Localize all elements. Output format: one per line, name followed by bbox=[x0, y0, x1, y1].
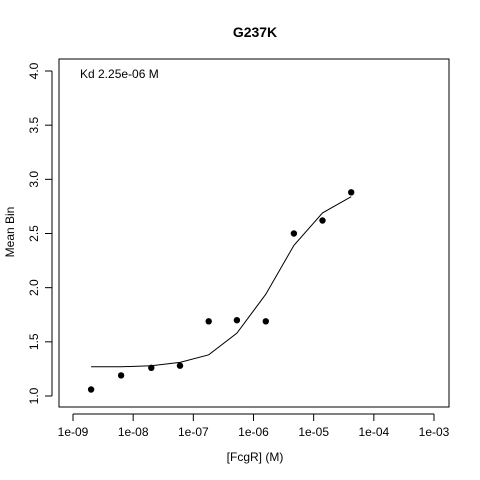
x-tick-label: 1e-03 bbox=[419, 425, 450, 439]
x-tick-label: 1e-06 bbox=[238, 425, 269, 439]
data-point bbox=[262, 318, 269, 325]
data-point bbox=[319, 217, 326, 224]
y-tick-label: 1.0 bbox=[27, 387, 41, 404]
x-tick-label: 1e-08 bbox=[118, 425, 149, 439]
x-tick-label: 1e-09 bbox=[58, 425, 89, 439]
data-point bbox=[117, 372, 125, 379]
kd-annotation: Kd 2.25e-06 M bbox=[80, 67, 159, 81]
y-tick-label: 3.0 bbox=[27, 171, 41, 188]
x-axis: 1e-09 1e-08 1e-07 1e-06 1e-05 1e-04 1e-03 bbox=[58, 413, 450, 439]
data-point bbox=[290, 230, 298, 237]
fit-curve-layer bbox=[91, 196, 352, 368]
y-axis-label: Mean Bin bbox=[3, 207, 17, 258]
fit-curve bbox=[91, 196, 352, 368]
data-point bbox=[205, 318, 212, 325]
x-tick-label: 1e-07 bbox=[178, 425, 209, 439]
data-point bbox=[148, 364, 155, 371]
data-points bbox=[87, 189, 355, 393]
data-point bbox=[87, 386, 95, 393]
x-axis-label: [FcgR] (M) bbox=[227, 450, 284, 464]
data-point bbox=[233, 317, 241, 324]
y-tick-label: 4.0 bbox=[27, 62, 41, 79]
y-tick-label: 2.5 bbox=[27, 225, 41, 242]
data-point bbox=[176, 362, 184, 369]
y-tick-label: 2.0 bbox=[27, 279, 41, 296]
y-axis: 1.0 1.5 2.0 2.5 3.0 3.5 4.0 bbox=[27, 62, 53, 404]
data-point bbox=[348, 189, 355, 196]
x-tick-label: 1e-04 bbox=[358, 425, 389, 439]
chart-title: G237K bbox=[233, 24, 277, 40]
y-tick-label: 1.5 bbox=[27, 333, 41, 350]
plot-frame bbox=[58, 58, 450, 408]
x-tick-label: 1e-05 bbox=[298, 425, 329, 439]
y-tick-label: 3.5 bbox=[27, 117, 41, 134]
